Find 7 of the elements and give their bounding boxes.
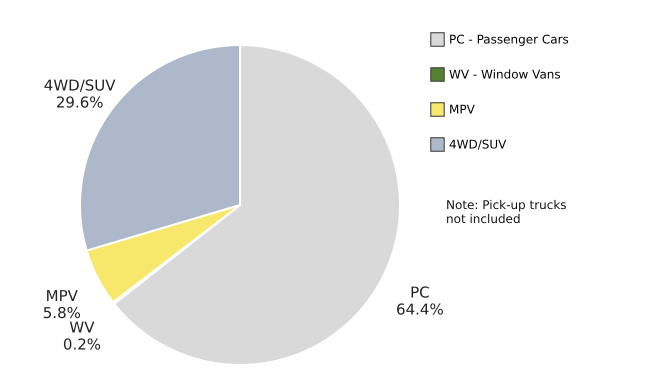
legend-label: MPV	[449, 102, 476, 116]
legend-label: WV - Window Vans	[449, 68, 561, 82]
legend-label: PC - Passenger Cars	[449, 32, 569, 46]
text: Note: Pick-up trucks not included	[446, 198, 567, 226]
data-label: PC 64.4%	[396, 283, 444, 318]
data-label: 4WD/SUV 29.6%	[44, 76, 116, 112]
legend-label: 4WD/SUV	[449, 138, 508, 152]
